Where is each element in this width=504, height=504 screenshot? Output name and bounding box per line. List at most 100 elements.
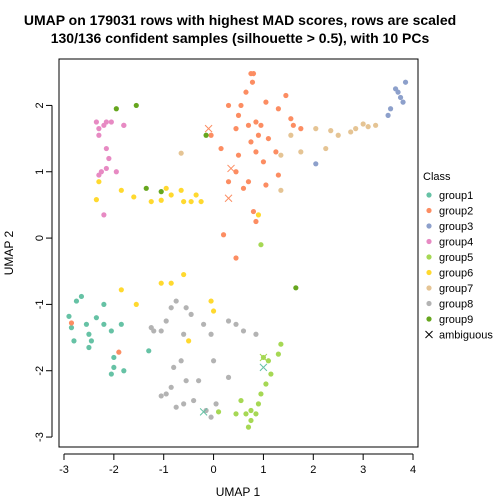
legend-label: group2 (439, 206, 473, 218)
point-group8 (233, 321, 239, 327)
point-group1 (111, 354, 117, 361)
legend-marker (426, 285, 432, 291)
point-group2 (263, 99, 269, 105)
point-group9 (143, 185, 149, 191)
point-group4 (106, 155, 112, 162)
point-group2 (290, 122, 296, 128)
point-group8 (208, 414, 214, 420)
point-group2 (233, 169, 239, 175)
point-group8 (191, 397, 197, 404)
legend-marker (426, 316, 432, 322)
cross-stroke (259, 353, 268, 362)
point-group1 (121, 368, 127, 374)
point-group2 (258, 122, 264, 128)
point-group5 (248, 407, 254, 414)
legend-marker (426, 300, 432, 307)
point-group1 (86, 344, 92, 351)
legend-item-group1: group1 (426, 190, 473, 202)
point-group3 (385, 112, 391, 118)
point-group2 (255, 132, 262, 138)
point-group8 (213, 401, 219, 407)
x-tick-label: -3 (59, 464, 69, 476)
point-group8 (173, 404, 179, 410)
point-group6 (133, 301, 139, 308)
point-group2 (225, 102, 232, 109)
x-tick-label: 1 (260, 464, 266, 476)
legend-label: ambiguous (439, 330, 493, 342)
point-group1 (71, 338, 77, 344)
point-group2 (245, 179, 252, 185)
point-group8 (240, 328, 247, 334)
point-group2 (265, 135, 272, 142)
x-tick-label: 2 (310, 464, 316, 476)
cross-stroke (259, 363, 268, 372)
point-group6 (193, 192, 199, 198)
point-group6 (148, 198, 154, 205)
point-group9 (293, 285, 299, 291)
legend-label: group7 (439, 283, 473, 295)
y-tick-label: -2 (34, 366, 46, 376)
point-ambiguous (227, 164, 235, 173)
point-group7 (328, 128, 334, 134)
point-group9 (203, 132, 209, 138)
legend-item-group8: group8 (426, 299, 473, 311)
y-tick-label: 2 (34, 102, 46, 108)
point-group4 (103, 119, 109, 125)
point-group5 (263, 381, 269, 387)
chart-title: UMAP on 179031 rows with highest MAD sco… (24, 12, 456, 28)
point-group8 (196, 378, 202, 384)
plot-area-border (58, 58, 419, 448)
point-group5 (258, 391, 264, 397)
point-group3 (402, 79, 409, 85)
point-group8 (188, 311, 194, 317)
point-group2 (220, 232, 227, 238)
point-group6 (208, 298, 214, 304)
cross-stroke (224, 194, 233, 203)
point-group6 (188, 198, 194, 205)
legend-label: group5 (439, 252, 473, 264)
point-group4 (96, 172, 102, 178)
point-group5 (265, 358, 272, 364)
point-ambiguous (204, 124, 213, 133)
legend-marker (426, 192, 432, 198)
point-group6 (158, 197, 164, 203)
legend-label: group1 (439, 190, 473, 202)
point-group8 (200, 321, 207, 327)
point-group9 (113, 106, 119, 112)
point-group2 (275, 172, 281, 178)
point-group5 (253, 411, 259, 417)
point-group5 (243, 411, 249, 417)
chart-subtitle: 130/136 confident samples (silhouette > … (51, 30, 430, 46)
cross-stroke (199, 407, 208, 416)
point-group4 (93, 119, 99, 125)
x-tick-label: 0 (211, 464, 217, 476)
x-tick-label: -1 (159, 464, 169, 476)
point-group2 (233, 126, 239, 132)
point-group1 (86, 331, 92, 337)
point-group8 (183, 305, 189, 311)
point-group6 (210, 308, 217, 314)
point-group2 (260, 159, 267, 165)
point-group2 (253, 218, 259, 225)
point-group6 (255, 212, 262, 218)
point-group9 (133, 102, 139, 109)
point-group8 (203, 407, 209, 414)
point-group1 (73, 298, 80, 304)
point-group5 (278, 341, 284, 347)
point-group7 (178, 150, 184, 156)
point-group5 (255, 401, 262, 407)
y-tick-label: -1 (34, 300, 46, 310)
point-group1 (66, 313, 72, 319)
point-group2 (275, 106, 281, 112)
point-group6 (118, 287, 124, 293)
point-group6 (118, 187, 124, 193)
point-group8 (168, 305, 174, 311)
legend-item-group7: group7 (426, 283, 473, 295)
point-group8 (173, 298, 179, 304)
point-group4 (121, 122, 127, 128)
point-group6 (158, 280, 164, 286)
point-group2 (208, 132, 214, 138)
legend-marker (426, 269, 432, 276)
point-group5 (233, 411, 239, 417)
